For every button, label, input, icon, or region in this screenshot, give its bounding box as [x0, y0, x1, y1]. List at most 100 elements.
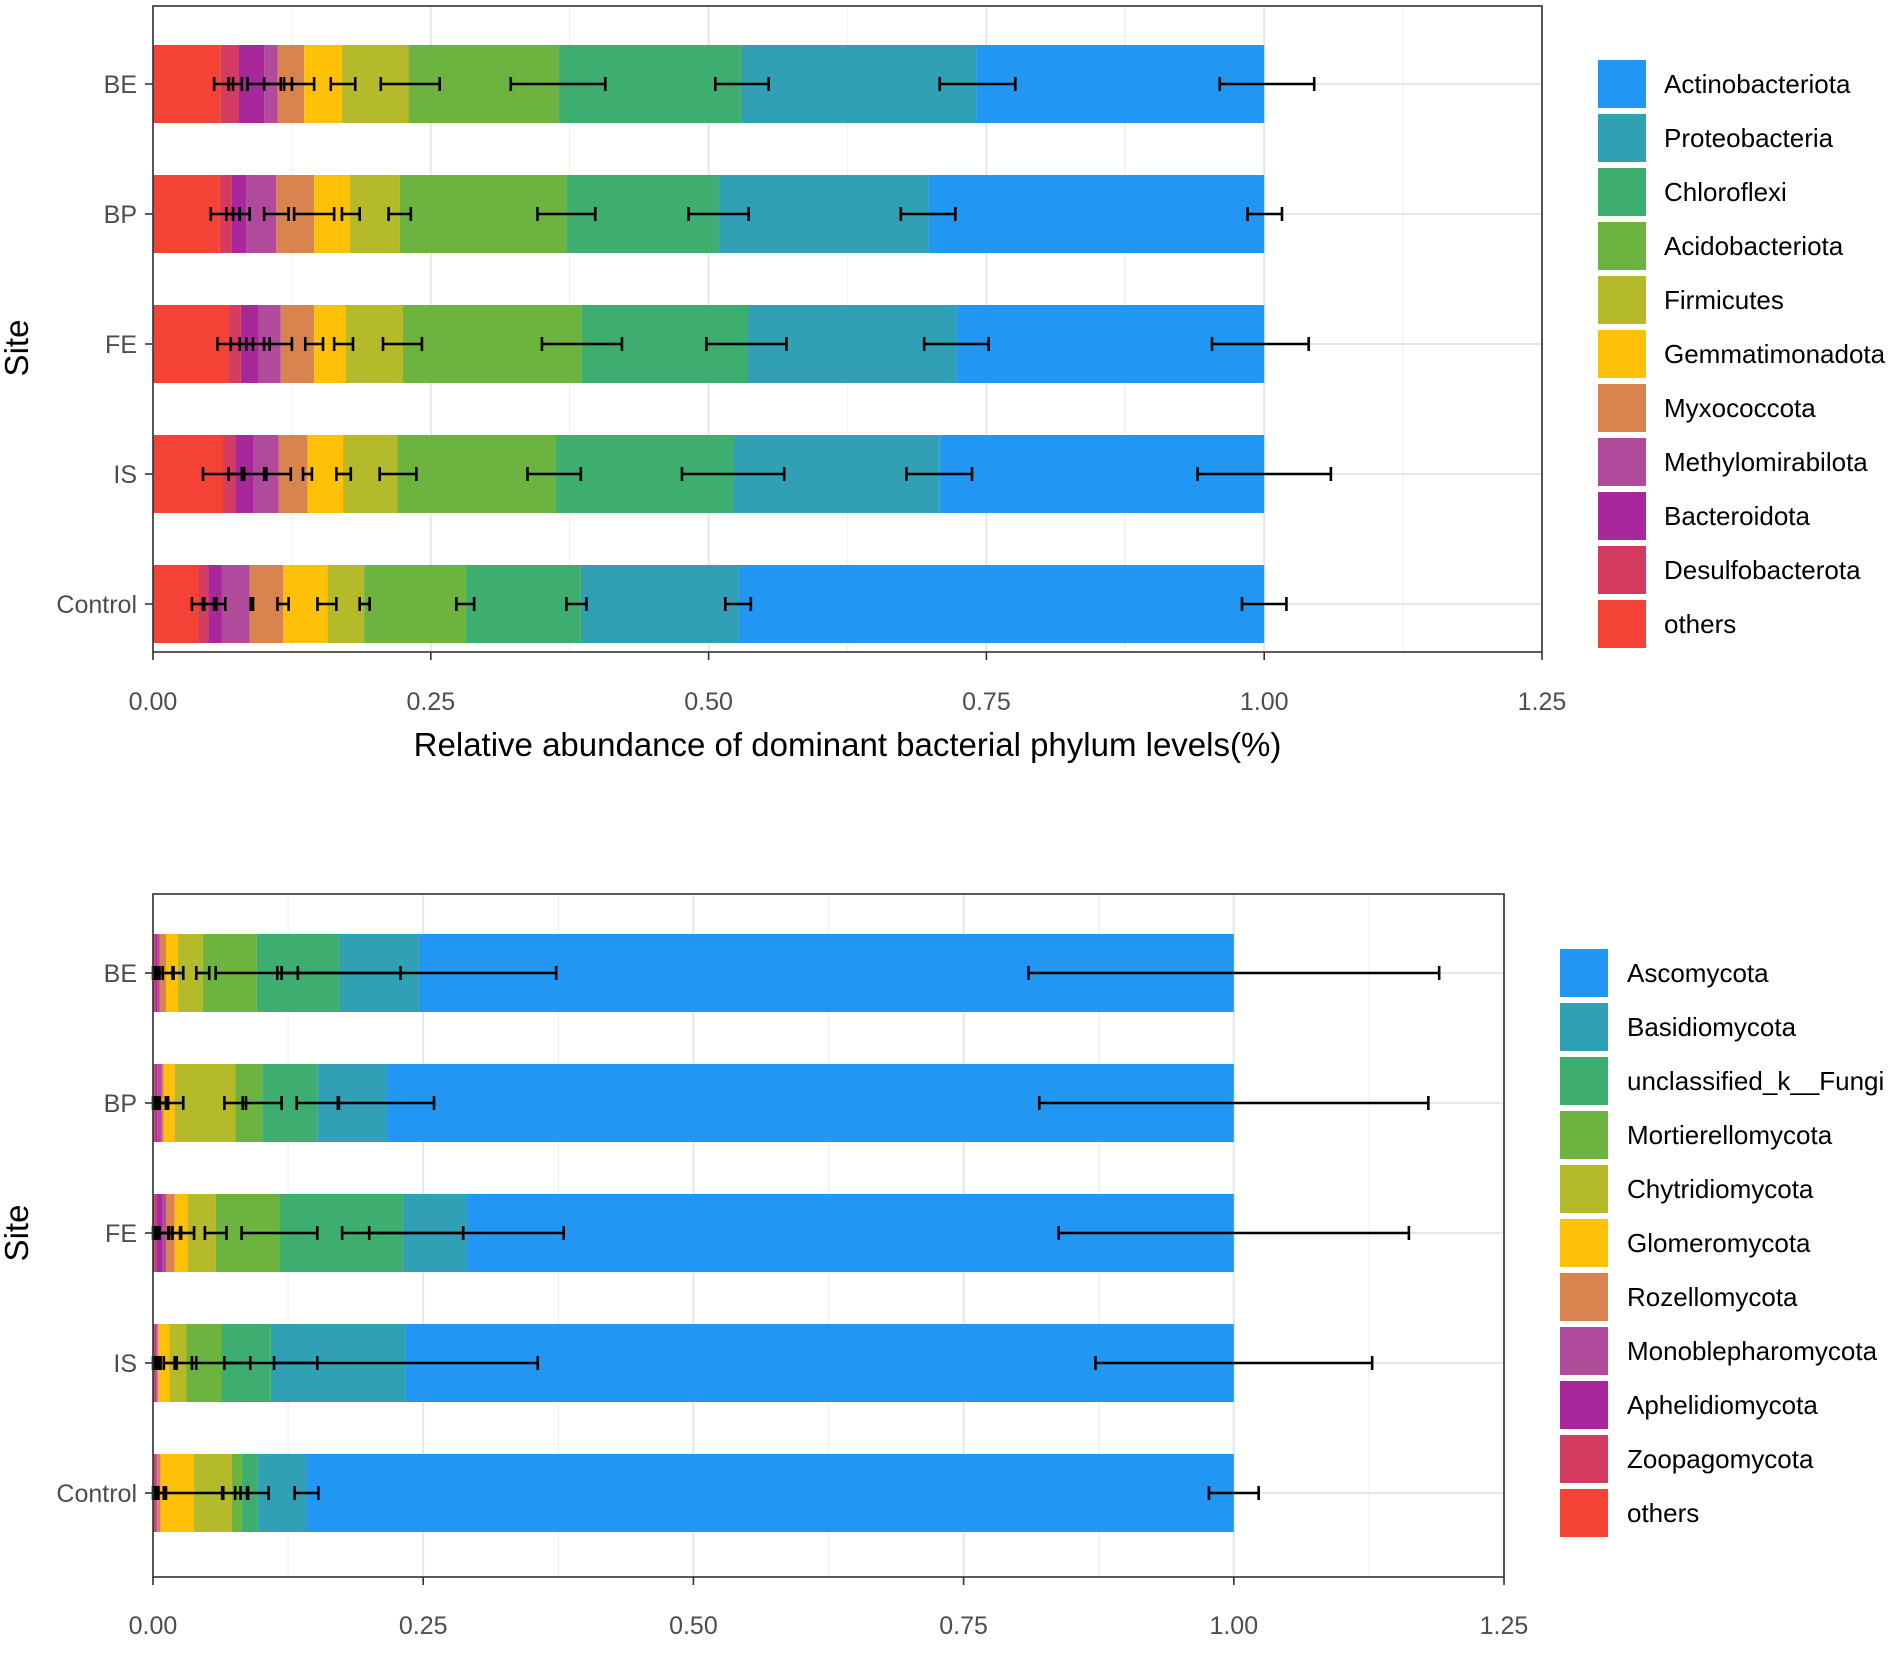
error-bar-fe-acidobacteriota	[540, 337, 624, 351]
x-tick-label: 1.25	[1480, 1612, 1529, 1640]
error-bar-is-myxococcota	[301, 467, 314, 481]
legend-item: Firmicutes	[1598, 276, 1784, 324]
legend-item: Bacteroidota	[1598, 492, 1811, 540]
x-tick-label: 0.50	[669, 1612, 718, 1640]
x-tick-label: 1.00	[1209, 1612, 1258, 1640]
bar-segment-bp-actinobacteriota	[928, 175, 1265, 253]
bar-segment-control-acidobacteriota	[364, 565, 466, 643]
x-tick-label: 1.25	[1518, 688, 1567, 716]
legend-swatch	[1560, 1003, 1608, 1051]
legend-item: others	[1560, 1489, 1699, 1537]
error-bar-bp-chloroflexi	[687, 207, 750, 221]
error-bar-bp-acidobacteriota	[536, 207, 597, 221]
error-bar-fe-ascomycota	[1057, 1226, 1411, 1240]
legend-label: Desulfobacterota	[1664, 555, 1861, 585]
y-tick-label: BP	[104, 1090, 137, 1118]
legend-label: Bacteroidota	[1664, 501, 1811, 531]
legend-item: Myxococcota	[1598, 384, 1816, 432]
legend-item: Ascomycota	[1560, 949, 1769, 997]
legend-label: Monoblepharomycota	[1627, 1336, 1878, 1366]
x-tick-label: 0.50	[684, 688, 733, 716]
error-bar-is-gemmatimonadota	[335, 467, 353, 481]
error-bar-control-proteobacteria	[723, 597, 753, 611]
error-bar-is-ascomycota	[1094, 1356, 1374, 1370]
error-bar-is-bacteroidota	[240, 467, 266, 481]
legend-swatch	[1598, 60, 1646, 108]
legend-label: Ascomycota	[1627, 958, 1769, 988]
error-bar-is-proteobacteria	[905, 467, 974, 481]
bar-segment-control-ascomycota	[306, 1454, 1234, 1532]
legend-swatch	[1598, 600, 1646, 648]
legend-swatch	[1560, 1489, 1608, 1537]
legend-swatch	[1598, 546, 1646, 594]
error-bar-bp-myxococcota	[292, 207, 336, 221]
error-bar-fe-mortierellomycota	[240, 1226, 319, 1240]
error-bar-be-basidiomycota	[280, 966, 558, 980]
error-bar-control-acidobacteriota	[455, 597, 476, 611]
error-bar-bp-gemmatimonadota	[340, 207, 361, 221]
legend-item: Acidobacteriota	[1598, 222, 1844, 270]
x-tick-label: 0.25	[399, 1612, 448, 1640]
error-bar-be-myxococcota	[282, 77, 316, 91]
legend-item: Proteobacteria	[1598, 114, 1834, 162]
error-bar-be-glomeromycota	[171, 966, 185, 980]
legend-swatch	[1598, 330, 1646, 378]
legend-label: Basidiomycota	[1627, 1012, 1797, 1042]
legend-label: Chloroflexi	[1664, 177, 1787, 207]
y-axis-title: Site	[0, 1205, 35, 1262]
error-bar-is-rozellomycota	[154, 1356, 162, 1370]
y-tick-label: BP	[104, 201, 137, 229]
y-axis-title: Site	[0, 320, 35, 377]
legend-label: Mortierellomycota	[1627, 1120, 1833, 1150]
plot-border	[152, 5, 1543, 653]
error-bar-be-acidobacteriota	[509, 77, 607, 91]
y-tick-label: IS	[113, 461, 137, 489]
error-bar-be-chloroflexi	[713, 77, 770, 91]
y-tick-label: Control	[56, 591, 137, 619]
bar-segment-bp-proteobacteria	[718, 175, 929, 253]
legend-label: others	[1664, 609, 1736, 639]
error-bar-is-glomeromycota	[162, 1356, 176, 1370]
error-bar-control-desulfobacterota	[201, 597, 216, 611]
legend-label: Myxococcota	[1664, 393, 1816, 423]
error-bar-fe-proteobacteria	[922, 337, 990, 351]
legend-swatch	[1598, 114, 1646, 162]
error-bar-be-firmicutes	[379, 77, 441, 91]
legend-item: Monoblepharomycota	[1560, 1327, 1878, 1375]
legend-item: Basidiomycota	[1560, 1003, 1797, 1051]
bar-segment-bp-others	[153, 175, 220, 253]
error-bar-fe-glomeromycota	[179, 1226, 196, 1240]
error-bar-is-acidobacteriota	[526, 467, 583, 481]
bar-segment-be-others	[153, 45, 221, 123]
y-tick-label: Control	[56, 1480, 137, 1508]
error-bar-bp-methylomirabilota	[262, 207, 290, 221]
y-tick-label: BE	[104, 71, 137, 99]
legend-swatch	[1598, 384, 1646, 432]
legend-swatch	[1560, 1057, 1608, 1105]
legend: Actinobacteriota Proteobacteria Chloroflex…	[1598, 60, 1886, 648]
x-tick-label: 0.75	[939, 1612, 988, 1640]
bar-segment-control-actinobacteriota	[738, 565, 1265, 643]
error-bar-is-methylomirabilota	[265, 467, 293, 481]
legend-label: Glomeromycota	[1627, 1228, 1811, 1258]
legend-item: Chytridiomycota	[1560, 1165, 1814, 1213]
fungal-chart: 0.00 0.25 0.50 0.75 1.00 1.25 BE BP FE IS Control R…	[0, 893, 1884, 1656]
legend-swatch	[1560, 1435, 1608, 1483]
error-bar-be-gemmatimonadota	[329, 77, 357, 91]
y-tick-label: FE	[105, 1220, 137, 1248]
bar-segment-control-proteobacteria	[580, 565, 739, 643]
error-bar-be-actinobacteriota	[1218, 77, 1316, 91]
error-bar-bp-mortierellomycota	[241, 1096, 283, 1110]
error-bar-control-gemmatimonadota	[316, 597, 338, 611]
legend-swatch	[1560, 1165, 1608, 1213]
legend-swatch	[1560, 1111, 1608, 1159]
error-bar-is-firmicutes	[378, 467, 418, 481]
y-tick-label: BE	[104, 960, 137, 988]
error-bar-control-chloroflexi	[565, 597, 588, 611]
legend-label: Aphelidiomycota	[1627, 1390, 1818, 1420]
legend-swatch	[1560, 1219, 1608, 1267]
legend-label: Gemmatimonadota	[1664, 339, 1886, 369]
error-bar-be-proteobacteria	[938, 77, 1017, 91]
legend-item: Desulfobacterota	[1598, 546, 1861, 594]
